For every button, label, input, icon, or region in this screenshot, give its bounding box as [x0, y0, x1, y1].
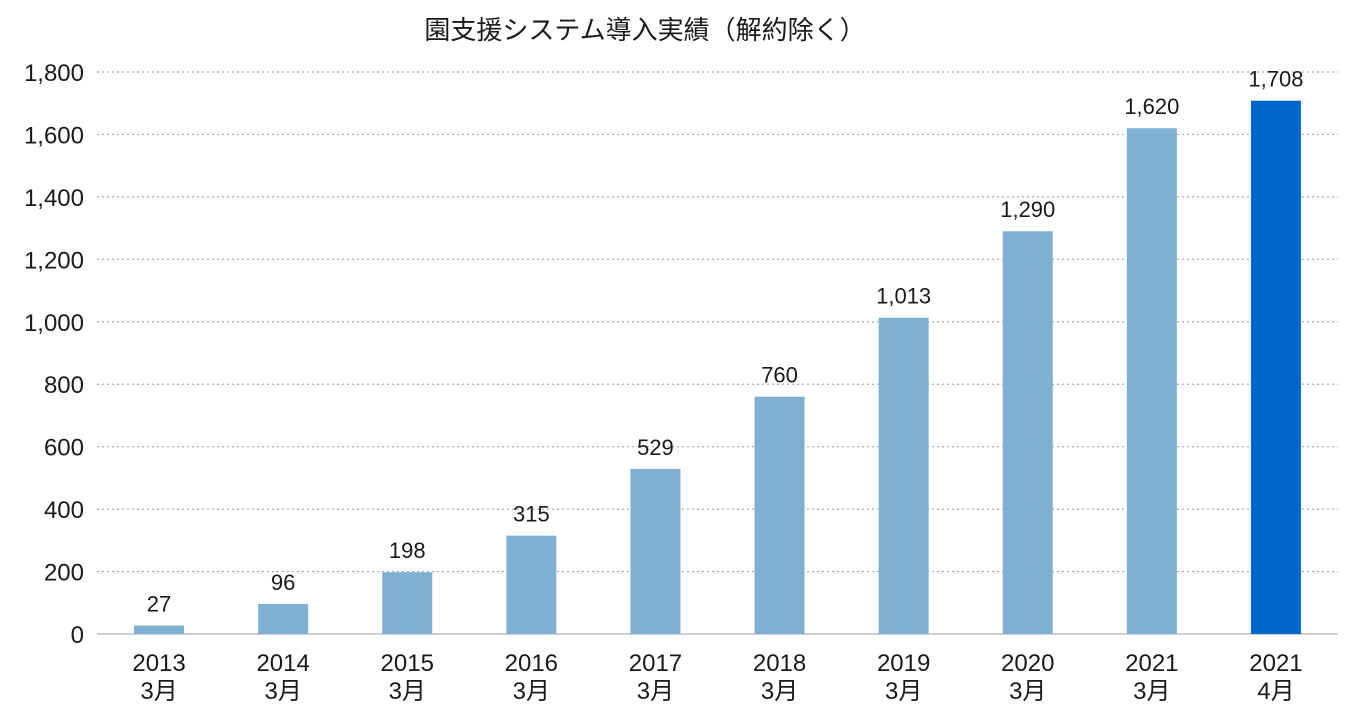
value-labels: 27 96 198 315 529 760 1,013 1,290 1,620 1,708 [147, 67, 1304, 617]
bar [878, 317, 929, 634]
y-tick-label: 400 [44, 497, 84, 524]
x-tick-label-month: 3月 [264, 678, 301, 705]
x-tick-label-month: 3月 [1009, 678, 1046, 705]
bar [506, 535, 557, 634]
x-tick-label-month: 3月 [761, 678, 798, 705]
y-tick-label: 1,400 [24, 185, 84, 212]
bar [382, 572, 433, 634]
x-tick-label-month: 3月 [1133, 678, 1170, 705]
y-tick-label: 600 [44, 435, 84, 462]
y-tick-label: 800 [44, 372, 84, 399]
x-tick-label-month: 3月 [885, 678, 922, 705]
bar [1250, 100, 1301, 635]
bar [630, 468, 681, 634]
data-label: 198 [389, 538, 426, 563]
y-tick-label: 1,800 [24, 60, 84, 87]
data-label: 1,290 [1000, 197, 1055, 222]
x-tick-label-month: 3月 [637, 678, 674, 705]
x-tick-label-year: 2019 [877, 650, 930, 677]
x-tick-label-month: 4月 [1257, 678, 1294, 705]
y-tick-label: 1,600 [24, 122, 84, 149]
data-label: 760 [761, 363, 798, 388]
data-label: 1,708 [1248, 67, 1303, 92]
x-tick-label-month: 3月 [389, 678, 426, 705]
bars [134, 100, 1301, 635]
grid-lines [97, 71, 1338, 573]
data-label: 529 [637, 435, 674, 460]
data-label: 96 [271, 570, 295, 595]
chart-title: 園支援システム導入実績（解約除く） [424, 16, 866, 46]
data-label: 1,620 [1124, 94, 1179, 119]
y-tick-label: 0 [71, 622, 84, 649]
y-tick-label: 1,000 [24, 310, 84, 337]
bar [1002, 231, 1053, 634]
bar [258, 604, 309, 634]
data-label: 315 [513, 502, 550, 527]
y-tick-label: 1,200 [24, 247, 84, 274]
x-tick-label-month: 3月 [513, 678, 550, 705]
x-tick-label-year: 2021 [1125, 650, 1178, 677]
y-tick-label: 200 [44, 560, 84, 587]
x-tick-label-year: 2013 [132, 650, 185, 677]
bar [134, 625, 185, 634]
x-tick-label-year: 2020 [1001, 650, 1054, 677]
x-tick-label-year: 2016 [505, 650, 558, 677]
bar [754, 396, 805, 634]
x-tick-label-year: 2014 [256, 650, 309, 677]
x-tick-label-month: 3月 [140, 678, 177, 705]
bar [1126, 128, 1177, 634]
x-tick-label-year: 2021 [1249, 650, 1302, 677]
x-tick-label-year: 2015 [381, 650, 434, 677]
data-label: 1,013 [876, 284, 931, 309]
data-label: 27 [147, 592, 171, 617]
x-tick-label-year: 2017 [629, 650, 682, 677]
x-tick-label-year: 2018 [753, 650, 806, 677]
x-axis: 20133月20143月20153月20163月20173月20183月2019… [132, 650, 1302, 705]
